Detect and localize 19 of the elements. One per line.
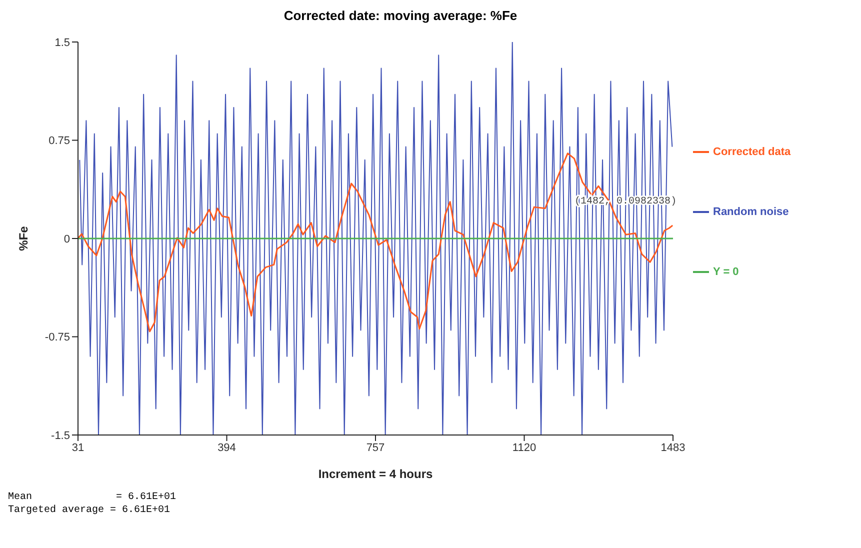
line-series <box>78 152 673 332</box>
text: Mean = 6.61E+01 <box>8 491 178 504</box>
y-tick-label: -0.75 <box>44 332 70 344</box>
chart-title: Corrected date: moving average: %Fe <box>282 8 518 25</box>
y-axis-title: %Fe <box>16 226 30 251</box>
legend-label: Corrected data <box>713 146 791 158</box>
x-tick-label: 31 <box>72 442 84 454</box>
y-tick-label: 1.5 <box>54 36 70 49</box>
y-tick-label: 0 <box>64 233 70 246</box>
x-tick-label: 757 <box>366 442 385 454</box>
x-tick-label: 1120 <box>512 442 536 454</box>
y-tick-label: 0.75 <box>48 135 70 148</box>
x-tick-label: 394 <box>218 442 236 454</box>
x-tick-label: 1483 <box>660 442 686 454</box>
text: Targeted average = 6.61E+01 <box>8 504 172 517</box>
legend-label: Y = 0 <box>713 266 739 278</box>
legend-label: Random noise <box>713 206 789 218</box>
y-tick-label: -1.5 <box>51 430 70 442</box>
x-axis-title: Increment = 4 hours <box>318 467 434 481</box>
